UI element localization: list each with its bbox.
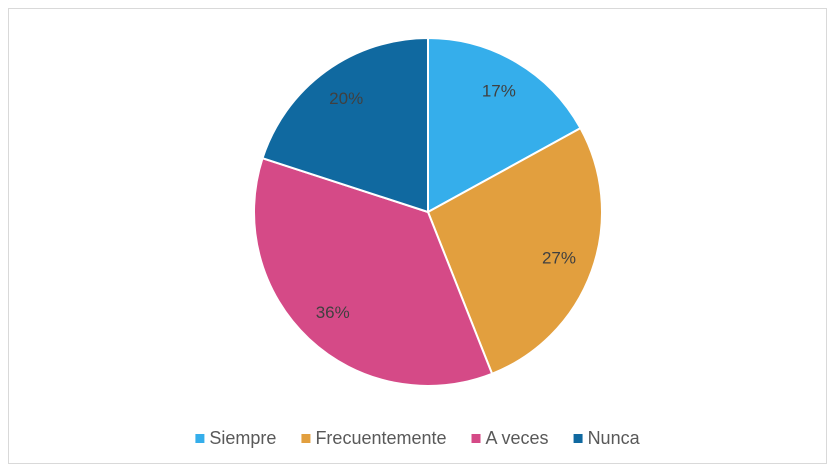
legend-label: Siempre xyxy=(209,428,276,448)
legend-label: Frecuentemente xyxy=(315,428,446,448)
pie-slice xyxy=(253,156,494,387)
legend-swatch xyxy=(301,434,311,443)
data-label: 20% xyxy=(329,89,363,108)
pie-slice xyxy=(427,36,582,214)
data-label: 27% xyxy=(542,249,576,268)
legend-swatch xyxy=(195,434,205,443)
pie-slice xyxy=(426,126,603,376)
pie-slice xyxy=(261,36,429,214)
legend-swatch xyxy=(573,434,583,443)
legend-swatch xyxy=(471,434,481,443)
data-label: 36% xyxy=(316,303,350,322)
legend-label: Nunca xyxy=(588,428,641,448)
legend-label: A veces xyxy=(486,428,549,448)
data-label: 17% xyxy=(482,82,516,101)
